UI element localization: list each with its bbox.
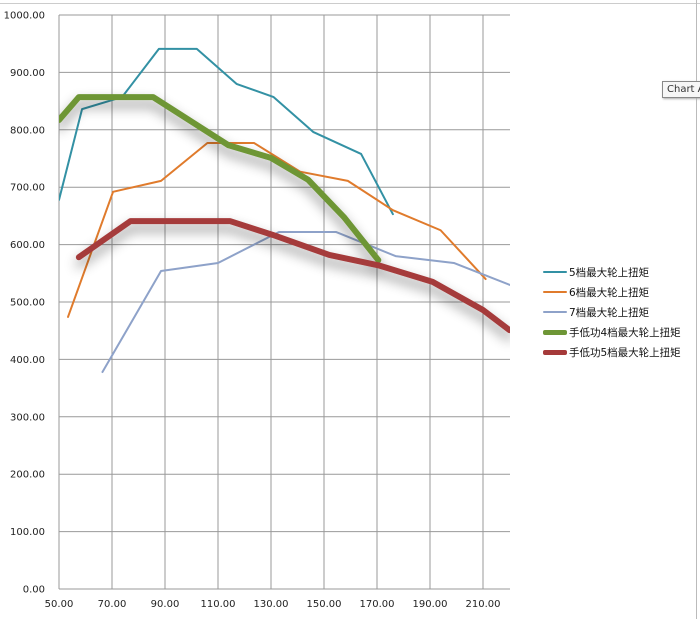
- legend-item: 5档最大轮上扭矩: [543, 262, 681, 282]
- x-tick-label: 190.00: [413, 599, 448, 610]
- y-tick-label: 0.00: [23, 585, 45, 596]
- x-tick-label: 90.00: [151, 599, 180, 610]
- legend-label: 5档最大轮上扭矩: [569, 266, 650, 279]
- legend-swatch: [543, 290, 567, 294]
- series-line-1: [67, 142, 487, 318]
- legend-item: 手低功5档最大轮上扭矩: [543, 342, 681, 362]
- y-tick-label: 500.00: [10, 298, 45, 309]
- legend-label: 手低功4档最大轮上扭矩: [569, 326, 681, 339]
- series-line-0: [59, 47, 394, 216]
- x-tick-label: 70.00: [98, 599, 127, 610]
- x-tick-label: 130.00: [254, 599, 289, 610]
- y-tick-label: 600.00: [10, 240, 45, 251]
- legend-swatch: [543, 270, 567, 274]
- y-tick-label: 100.00: [10, 527, 45, 538]
- y-tick-label: 400.00: [10, 355, 45, 366]
- y-tick-label: 900.00: [10, 68, 45, 79]
- x-tick-label: 210.00: [466, 599, 501, 610]
- legend-swatch: [543, 349, 567, 355]
- chart-area-tooltip: Chart A: [662, 81, 700, 98]
- legend-swatch: [543, 310, 567, 314]
- y-tick-label: 700.00: [10, 183, 45, 194]
- legend-label: 7档最大轮上扭矩: [569, 306, 650, 319]
- x-tick-label: 150.00: [307, 599, 342, 610]
- legend-item: 手低功4档最大轮上扭矩: [543, 322, 681, 342]
- y-tick-label: 200.00: [10, 470, 45, 481]
- y-tick-label: 1000.00: [4, 11, 45, 22]
- series-line-2: [101, 230, 510, 374]
- x-tick-label: 170.00: [360, 599, 395, 610]
- legend-item: 7档最大轮上扭矩: [543, 302, 681, 322]
- chart-legend: 5档最大轮上扭矩 6档最大轮上扭矩 7档最大轮上扭矩手低功4档最大轮上扭矩 手低功5档…: [543, 262, 681, 362]
- legend-label: 手低功5档最大轮上扭矩: [569, 346, 681, 359]
- window-edge: [696, 0, 697, 619]
- legend-label: 6档最大轮上扭矩: [569, 286, 650, 299]
- series-line-3: [59, 94, 382, 264]
- x-tick-label: 50.00: [45, 599, 74, 610]
- legend-swatch: [543, 329, 567, 335]
- x-tick-label: 110.00: [201, 599, 236, 610]
- legend-item: 6档最大轮上扭矩: [543, 282, 681, 302]
- y-tick-label: 300.00: [10, 412, 45, 423]
- series-line-4: [75, 218, 510, 334]
- y-tick-label: 800.00: [10, 125, 45, 136]
- top-border: [0, 0, 700, 4]
